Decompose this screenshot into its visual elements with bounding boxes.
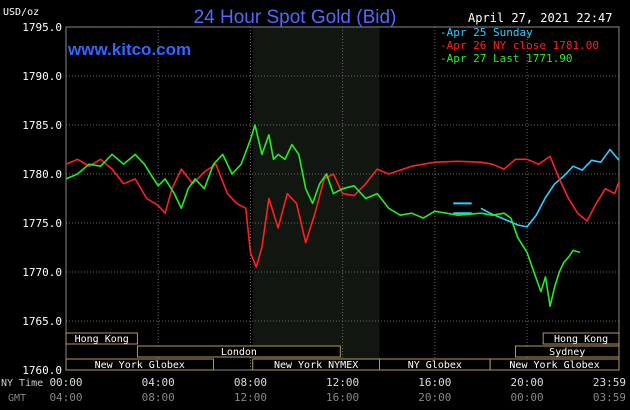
legend: -Apr 25 Sunday-Apr 26 NY close 1781.00-A…: [440, 26, 599, 65]
x-axis-gmt-label: GMT: [8, 393, 26, 404]
y-axis-ticks: 1795.0 1790.0 1785.0 1780.0 1775.0 1770.0 1765…: [22, 21, 62, 377]
legend-entry: -Apr 27 Last 1771.90: [440, 52, 572, 65]
datestamp: April 27, 2021 22:47: [468, 11, 613, 25]
x-tick-label-gmt: 12:00: [234, 391, 267, 404]
y-tick-label: 1790.0: [22, 70, 62, 83]
y-tick-label: 1760.0: [22, 364, 62, 377]
chart-title: 24 Hour Spot Gold (Bid): [194, 7, 397, 28]
y-tick-label: 1770.0: [22, 266, 62, 279]
x-axis-ticks: 00:00 04:00 04:00 08:00 08:00 12:00 12:00 16:00…: [49, 376, 626, 404]
series-line: [65, 155, 620, 268]
y-tick-label: 1785.0: [22, 119, 62, 132]
session-box: [489, 358, 620, 371]
y-axis-unit-label: USD/oz: [3, 7, 39, 18]
session-label: New York NYMEX: [274, 360, 358, 371]
x-tick-label-ny: 04:00: [142, 376, 175, 389]
legend-entry: -Apr 26 NY close 1781.00: [440, 39, 599, 52]
x-tick-label-ny: 16:00: [418, 376, 451, 389]
y-tick-label: 1795.0: [22, 21, 62, 34]
session-label: New York Globex: [509, 360, 599, 371]
x-tick-label-ny: 20:00: [510, 376, 543, 389]
x-tick-label-gmt: 00:00: [510, 391, 543, 404]
x-tick-label-gmt: 16:00: [326, 391, 359, 404]
series-line: [480, 148, 620, 228]
session-label: Sydney: [549, 347, 585, 358]
nymex-session-highlight: [252, 27, 380, 370]
series-line: [65, 124, 581, 308]
y-tick-label: 1765.0: [22, 315, 62, 328]
x-tick-label-gmt: 04:00: [49, 391, 82, 404]
session-box: [65, 358, 215, 371]
x-tick-label-ny: 08:00: [234, 376, 267, 389]
series-lines: [65, 124, 620, 308]
x-tick-label-gmt: 20:00: [418, 391, 451, 404]
x-tick-label-gmt: 08:00: [142, 391, 175, 404]
y-tick-label: 1775.0: [22, 217, 62, 230]
x-axis-ny-label: NY Time: [1, 378, 43, 389]
session-box: [542, 332, 620, 345]
x-tick-label-gmt: 03:59: [593, 391, 626, 404]
trading-sessions: Hong Kong London New York Globex New York N…: [65, 332, 620, 371]
x-tick-label-ny: 12:00: [326, 376, 359, 389]
session-label: NY Globex: [408, 360, 462, 371]
x-tick-label-ny: 00:00: [49, 376, 82, 389]
session-label: London: [221, 347, 257, 358]
session-box: [136, 345, 341, 358]
y-tick-label: 1780.0: [22, 168, 62, 181]
session-label: Hong Kong: [75, 334, 129, 345]
session-box: [65, 332, 138, 345]
legend-entry: -Apr 25 Sunday: [440, 26, 533, 39]
session-label: Hong Kong: [554, 334, 608, 345]
website-label: www.kitco.com: [67, 40, 191, 59]
x-tick-label-ny: 23:59: [593, 376, 626, 389]
session-box: [514, 345, 620, 358]
session-label: New York Globex: [95, 360, 185, 371]
